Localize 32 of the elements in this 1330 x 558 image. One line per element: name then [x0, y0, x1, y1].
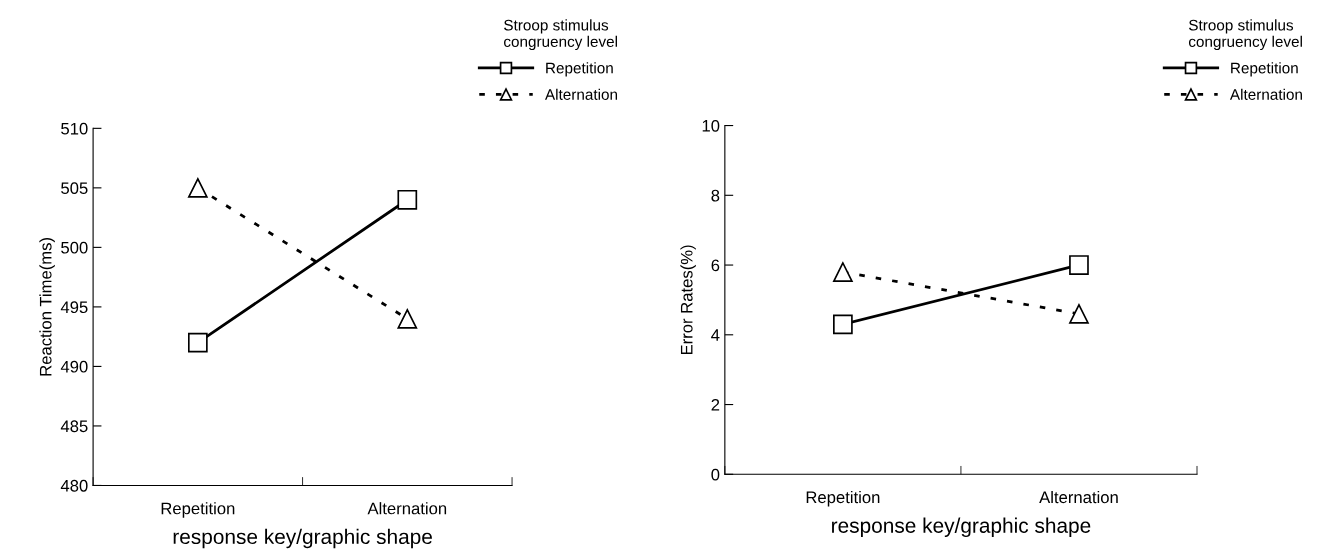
legend-label: Repetition [546, 62, 613, 77]
y-tick-label: 510 [61, 122, 88, 135]
y-tick-label: 485 [60, 420, 88, 433]
y-tick-label: 2 [711, 398, 720, 411]
y-tick-label: 505 [61, 182, 88, 195]
point [397, 189, 418, 210]
x-axis-title: response key/graphic shape [832, 517, 1091, 538]
y-axis-title: Error Rates(%) [680, 245, 696, 355]
legend-title: Stroop stimulus congruency level [504, 19, 617, 51]
legend-title: Stroop stimulus congruency level [1188, 19, 1302, 51]
point [1069, 304, 1089, 324]
point [833, 314, 853, 335]
x-axis-title: response key/graphic shape [173, 528, 432, 549]
legend-label: Repetition [1231, 62, 1298, 77]
y-tick-label: 480 [60, 479, 88, 492]
point [397, 308, 418, 329]
y-axis-title: Reaction Time(ms) [39, 238, 55, 376]
y-tick-label: 490 [60, 360, 88, 373]
legend-label: Alternation [545, 88, 618, 100]
y-tick-label: 500 [61, 241, 88, 254]
point [187, 177, 208, 198]
legend-label: Alternation [1229, 88, 1302, 100]
point [833, 262, 853, 282]
y-tick-label: 495 [60, 301, 88, 314]
point [187, 332, 208, 353]
y-tick-label: 0 [711, 468, 720, 481]
y-tick-label: 4 [711, 329, 720, 341]
y-tick-label: 10 [702, 119, 720, 132]
y-tick-label: 8 [711, 189, 720, 202]
point [1069, 255, 1089, 275]
y-tick-label: 6 [711, 259, 720, 272]
x-tick-label: Repetition [806, 490, 880, 507]
